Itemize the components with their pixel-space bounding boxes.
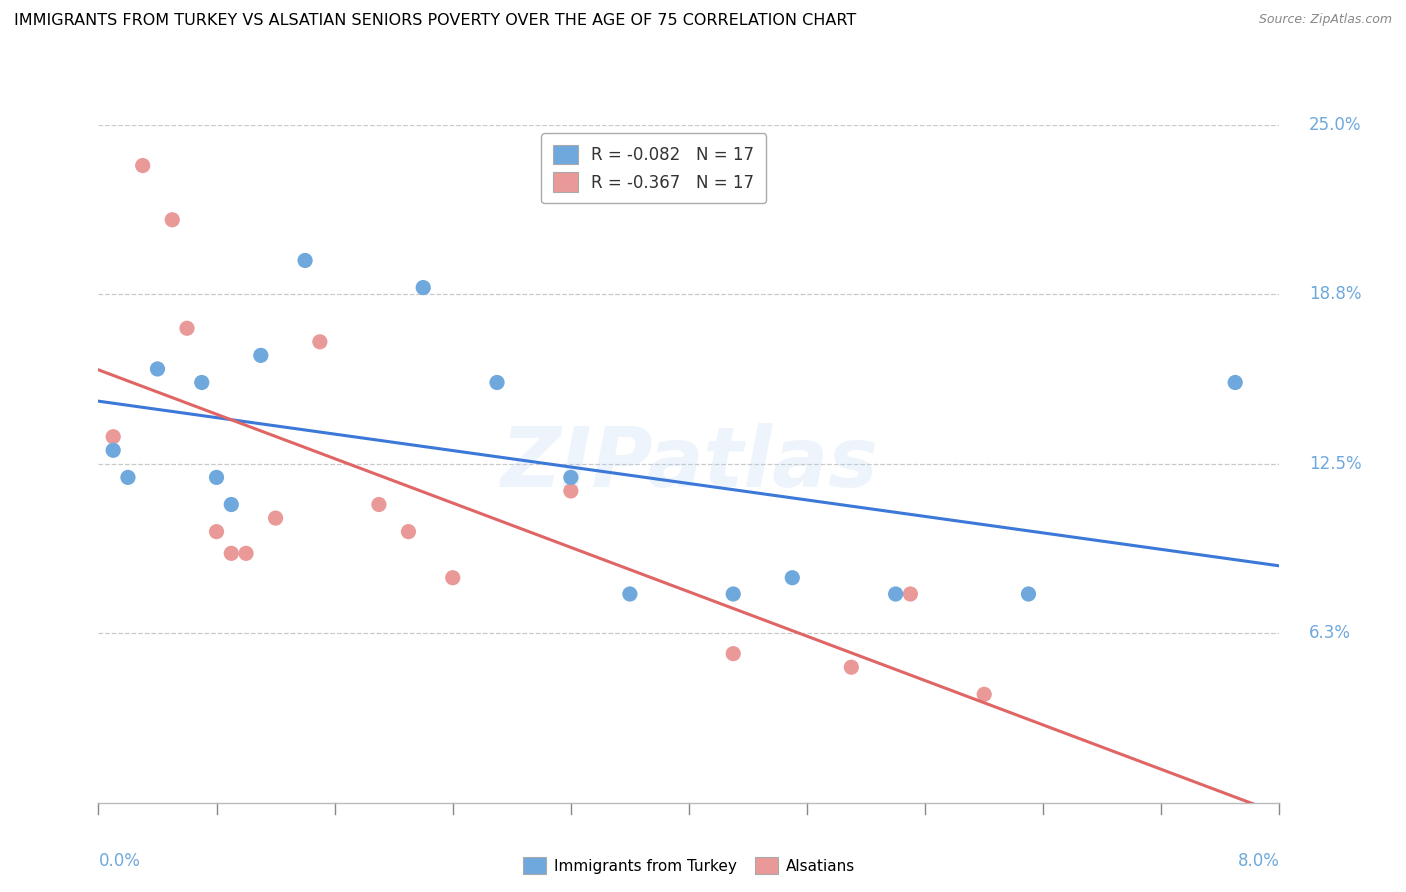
Point: [205, 470, 228, 484]
Point: [721, 647, 744, 661]
Text: 0.0%: 0.0%: [98, 852, 141, 870]
Point: [782, 571, 804, 585]
Text: 25.0%: 25.0%: [1309, 116, 1361, 134]
Point: [560, 470, 582, 484]
Point: [103, 430, 124, 444]
Point: [441, 571, 464, 585]
Point: [839, 660, 862, 674]
Text: Source: ZipAtlas.com: Source: ZipAtlas.com: [1258, 13, 1392, 27]
Point: [973, 687, 995, 701]
Point: [884, 587, 907, 601]
Point: [367, 498, 389, 512]
Point: [898, 587, 921, 601]
Point: [146, 362, 169, 376]
Text: ZIPatlas: ZIPatlas: [501, 424, 877, 504]
Point: [721, 587, 744, 601]
Point: [162, 212, 183, 227]
Text: IMMIGRANTS FROM TURKEY VS ALSATIAN SENIORS POVERTY OVER THE AGE OF 75 CORRELATIO: IMMIGRANTS FROM TURKEY VS ALSATIAN SENIO…: [14, 13, 856, 29]
Point: [294, 253, 316, 268]
Point: [250, 348, 273, 362]
Point: [103, 443, 124, 458]
Legend: Immigrants from Turkey, Alsatians: Immigrants from Turkey, Alsatians: [517, 851, 860, 880]
Point: [219, 546, 242, 560]
Point: [219, 498, 242, 512]
Point: [412, 280, 434, 294]
Point: [396, 524, 419, 539]
Legend: R = -0.082   N = 17, R = -0.367   N = 17: R = -0.082 N = 17, R = -0.367 N = 17: [541, 133, 766, 203]
Point: [205, 524, 228, 539]
Point: [1223, 376, 1246, 390]
Point: [560, 483, 582, 498]
Point: [619, 587, 641, 601]
Point: [117, 470, 139, 484]
Point: [191, 376, 214, 390]
Point: [132, 159, 155, 173]
Text: 6.3%: 6.3%: [1309, 624, 1351, 642]
Point: [176, 321, 198, 335]
Point: [485, 376, 508, 390]
Point: [1017, 587, 1039, 601]
Point: [308, 334, 332, 349]
Point: [264, 511, 287, 525]
Point: [235, 546, 257, 560]
Text: 12.5%: 12.5%: [1309, 455, 1361, 473]
Text: 8.0%: 8.0%: [1237, 852, 1279, 870]
Text: 18.8%: 18.8%: [1309, 285, 1361, 303]
